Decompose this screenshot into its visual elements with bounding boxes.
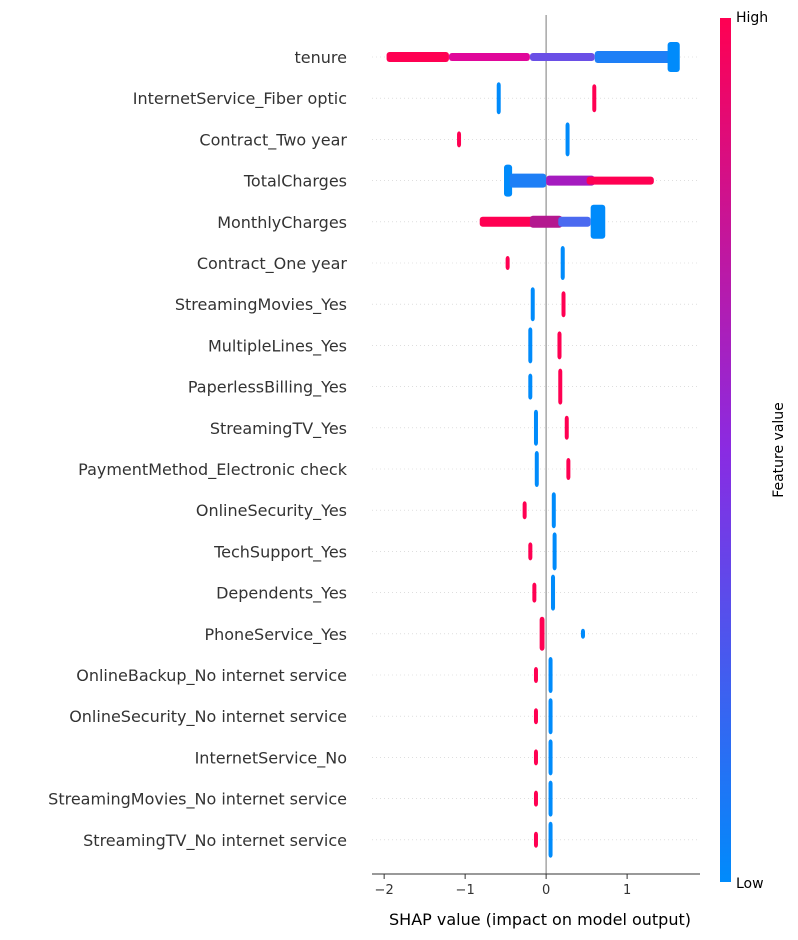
shap-point-cluster bbox=[539, 616, 545, 651]
shap-point-cluster bbox=[580, 628, 585, 639]
shap-point-cluster bbox=[533, 708, 538, 725]
shap-point-cluster bbox=[565, 122, 570, 157]
shap-point-cluster bbox=[552, 532, 557, 571]
shap-point-cluster bbox=[590, 204, 606, 239]
shap-point-cluster bbox=[528, 327, 533, 364]
shap-point-cluster bbox=[534, 451, 539, 487]
x-tick-label: 0 bbox=[542, 883, 550, 898]
colorbar-high-label: High bbox=[736, 10, 768, 26]
shap-point-cluster bbox=[528, 542, 533, 561]
feature-label: StreamingMovies_Yes bbox=[175, 295, 347, 315]
colorbar bbox=[720, 18, 731, 882]
x-tick-label: −2 bbox=[375, 883, 394, 898]
shap-point-cluster bbox=[529, 53, 595, 61]
shap-point-cluster bbox=[533, 409, 538, 446]
feature-label: OnlineBackup_No internet service bbox=[76, 666, 347, 686]
feature-label: StreamingTV_Yes bbox=[210, 419, 347, 439]
colorbar-low-label: Low bbox=[736, 876, 764, 892]
shap-point-cluster bbox=[586, 176, 654, 185]
shap-point-cluster bbox=[564, 415, 569, 440]
shap-point-cluster bbox=[504, 164, 513, 197]
feature-label: OnlineSecurity_No internet service bbox=[69, 707, 347, 727]
feature-label: StreamingMovies_No internet service bbox=[48, 790, 347, 810]
shap-point-cluster bbox=[548, 698, 553, 735]
feature-label: OnlineSecurity_Yes bbox=[196, 501, 347, 521]
shap-point-cluster bbox=[479, 216, 534, 227]
shap-point-cluster bbox=[592, 84, 597, 113]
feature-label: PaymentMethod_Electronic check bbox=[78, 460, 348, 480]
feature-label: InternetService_Fiber optic bbox=[133, 89, 347, 109]
shap-point-cluster bbox=[546, 175, 595, 186]
shap-point-cluster bbox=[561, 291, 566, 318]
shap-point-cluster bbox=[509, 173, 547, 188]
feature-label: StreamingTV_No internet service bbox=[83, 831, 347, 851]
shap-point-cluster bbox=[533, 790, 538, 807]
shap-point-cluster bbox=[448, 53, 530, 61]
feature-label: InternetService_No bbox=[195, 748, 347, 768]
feature-label: PhoneService_Yes bbox=[204, 625, 347, 645]
shap-point-cluster bbox=[558, 216, 591, 227]
data-marks bbox=[386, 42, 680, 858]
feature-label: tenure bbox=[295, 48, 347, 67]
colorbar-title: Feature value bbox=[771, 402, 787, 498]
shap-point-cluster bbox=[533, 749, 538, 766]
feature-label: Dependents_Yes bbox=[216, 584, 347, 604]
feature-label: MonthlyCharges bbox=[217, 213, 347, 232]
feature-label: MultipleLines_Yes bbox=[208, 336, 347, 356]
shap-point-cluster bbox=[386, 52, 449, 62]
shap-point-cluster bbox=[496, 82, 501, 115]
shap-point-cluster bbox=[530, 287, 535, 322]
shap-point-cluster bbox=[522, 501, 527, 520]
shap-point-cluster bbox=[548, 780, 553, 817]
shap-point-cluster bbox=[667, 42, 680, 72]
shap-point-cluster bbox=[532, 582, 537, 603]
shap-point-cluster bbox=[533, 667, 538, 683]
x-axis-title: SHAP value (impact on model output) bbox=[389, 910, 691, 929]
x-tick-label: 1 bbox=[623, 883, 631, 898]
feature-label: Contract_Two year bbox=[199, 130, 347, 150]
x-axis-ticks: −2 −1 0 1 bbox=[375, 874, 631, 898]
shap-point-cluster bbox=[557, 331, 562, 360]
shap-point-cluster bbox=[558, 368, 563, 405]
feature-label: TechSupport_Yes bbox=[213, 542, 347, 562]
shap-point-cluster bbox=[560, 246, 565, 280]
shap-point-cluster bbox=[457, 131, 462, 148]
shap-point-cluster bbox=[548, 821, 553, 858]
shap-point-cluster bbox=[594, 51, 672, 63]
shap-point-cluster bbox=[529, 215, 563, 228]
shap-point-cluster bbox=[550, 574, 556, 611]
x-tick-label: −1 bbox=[456, 883, 475, 898]
shap-point-cluster bbox=[566, 458, 571, 480]
feature-labels: tenure InternetService_Fiber optic Contrac… bbox=[48, 48, 348, 851]
feature-label: Contract_One year bbox=[197, 254, 348, 274]
feature-label: PaperlessBilling_Yes bbox=[188, 378, 347, 398]
shap-point-cluster bbox=[533, 831, 538, 848]
feature-label: TotalCharges bbox=[243, 172, 347, 191]
shap-point-cluster bbox=[528, 373, 533, 400]
shap-point-cluster bbox=[548, 739, 553, 776]
shap-point-cluster bbox=[548, 657, 553, 693]
shap-point-cluster bbox=[505, 256, 510, 270]
shap-point-cluster bbox=[551, 492, 556, 529]
